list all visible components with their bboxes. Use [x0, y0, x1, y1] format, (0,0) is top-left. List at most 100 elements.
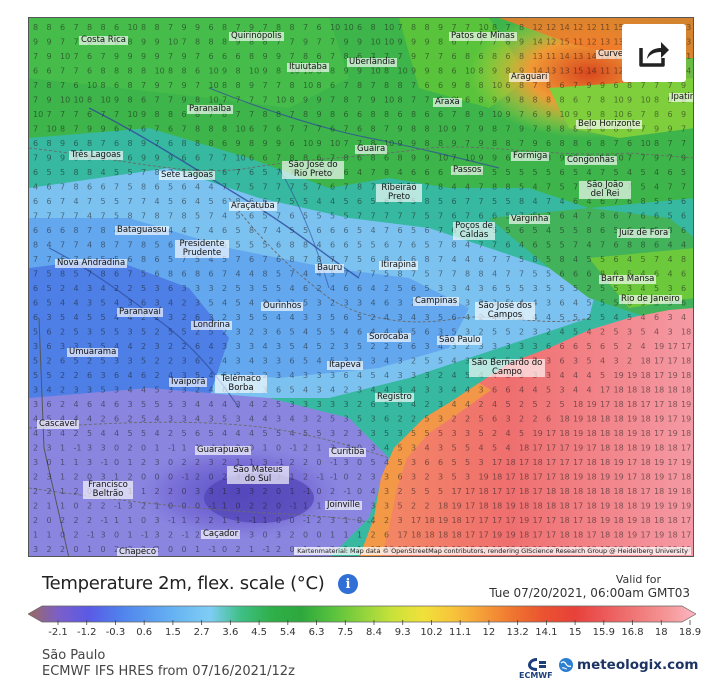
svg-text:6: 6 [290, 357, 295, 366]
svg-text:-1: -1 [290, 502, 298, 511]
info-icon[interactable]: i [338, 574, 358, 594]
svg-text:3: 3 [236, 487, 241, 496]
svg-text:5: 5 [101, 197, 106, 206]
svg-text:4: 4 [114, 313, 119, 322]
svg-text:6: 6 [614, 255, 619, 264]
svg-text:4: 4 [74, 299, 79, 308]
svg-text:5: 5 [47, 299, 52, 308]
svg-text:5: 5 [668, 197, 673, 206]
svg-text:19: 19 [654, 502, 664, 511]
svg-text:1: 1 [263, 516, 268, 525]
svg-text:2: 2 [155, 487, 160, 496]
svg-text:3: 3 [263, 328, 268, 337]
svg-text:6: 6 [209, 23, 214, 32]
map-title: Temperature 2m, flex. scale (°C) [42, 573, 325, 594]
svg-text:2: 2 [425, 473, 430, 482]
svg-text:4: 4 [209, 371, 214, 380]
svg-text:3: 3 [249, 487, 254, 496]
svg-text:8: 8 [195, 96, 200, 105]
svg-text:3: 3 [452, 284, 457, 293]
scale-tick-label: -2.1 [48, 627, 68, 638]
svg-text:7: 7 [74, 38, 79, 47]
city-label: Varginha [509, 214, 551, 224]
svg-text:5: 5 [101, 299, 106, 308]
svg-text:1: 1 [182, 516, 187, 525]
svg-text:3: 3 [546, 299, 551, 308]
svg-text:8: 8 [222, 38, 227, 47]
svg-text:17: 17 [587, 531, 597, 540]
svg-text:6: 6 [627, 139, 632, 148]
temperature-map[interactable]: 8 8 6 7 8 8 6 10 8 8 7 9 9 6 8 7 9 7 8 8 7 6 10 10 6 8 10 7 8 8 9 7 7 10 8… [28, 17, 694, 557]
svg-text:2: 2 [74, 371, 79, 380]
svg-text:7: 7 [276, 81, 281, 90]
city-label: Barra Mansa [599, 274, 657, 284]
svg-text:9: 9 [344, 67, 349, 76]
svg-text:18: 18 [587, 415, 597, 424]
svg-text:3: 3 [344, 342, 349, 351]
svg-text:2: 2 [587, 284, 592, 293]
svg-text:3: 3 [452, 429, 457, 438]
svg-text:6: 6 [492, 212, 497, 221]
svg-text:10: 10 [249, 67, 259, 76]
svg-text:3: 3 [371, 429, 376, 438]
svg-text:8: 8 [641, 241, 646, 250]
svg-text:5: 5 [47, 415, 52, 424]
svg-text:2: 2 [60, 545, 65, 554]
svg-text:2: 2 [141, 502, 146, 511]
svg-text:9: 9 [263, 67, 268, 76]
svg-text:10: 10 [101, 96, 111, 105]
svg-text:2: 2 [465, 342, 470, 351]
svg-text:3: 3 [87, 299, 92, 308]
svg-text:6: 6 [33, 313, 38, 322]
svg-text:18: 18 [600, 415, 610, 424]
svg-text:0: 0 [222, 545, 227, 554]
svg-text:6: 6 [560, 270, 565, 279]
svg-text:4: 4 [573, 255, 578, 264]
share-button[interactable] [622, 24, 686, 82]
svg-text:5: 5 [114, 197, 119, 206]
svg-text:7: 7 [546, 197, 551, 206]
svg-text:17: 17 [681, 516, 691, 525]
svg-text:7: 7 [141, 168, 146, 177]
svg-text:18: 18 [614, 487, 624, 496]
svg-text:1: 1 [60, 473, 65, 482]
svg-text:18: 18 [654, 386, 664, 395]
svg-text:8: 8 [236, 197, 241, 206]
city-label: Umuarama [67, 347, 119, 357]
svg-text:6: 6 [600, 226, 605, 235]
svg-text:-1: -1 [344, 487, 352, 496]
meteologix-brand[interactable]: meteologix.com [558, 657, 698, 673]
svg-text:7: 7 [114, 110, 119, 119]
svg-text:7: 7 [438, 241, 443, 250]
svg-text:5: 5 [384, 429, 389, 438]
svg-text:6: 6 [614, 270, 619, 279]
svg-text:9: 9 [47, 38, 52, 47]
svg-text:17: 17 [492, 458, 502, 467]
svg-text:8: 8 [560, 139, 565, 148]
svg-text:1: 1 [47, 502, 52, 511]
svg-text:9: 9 [425, 154, 430, 163]
svg-text:5: 5 [506, 197, 511, 206]
city-label: São Mateus do Sul [227, 466, 289, 484]
svg-text:5: 5 [47, 168, 52, 177]
svg-text:13: 13 [546, 67, 556, 76]
svg-text:10: 10 [614, 154, 624, 163]
svg-text:18: 18 [668, 444, 678, 453]
svg-text:18: 18 [519, 444, 529, 453]
svg-text:3: 3 [101, 444, 106, 453]
svg-text:4: 4 [587, 328, 592, 337]
svg-text:6: 6 [506, 52, 511, 61]
svg-text:6: 6 [87, 183, 92, 192]
svg-text:4: 4 [411, 313, 416, 322]
svg-text:2: 2 [317, 415, 322, 424]
svg-text:17: 17 [492, 516, 502, 525]
svg-text:1: 1 [222, 502, 227, 511]
city-label: Nova Andradina [55, 258, 128, 268]
svg-text:3: 3 [533, 284, 538, 293]
svg-text:4: 4 [425, 444, 430, 453]
svg-text:6: 6 [492, 284, 497, 293]
svg-text:7: 7 [155, 139, 160, 148]
svg-text:7: 7 [641, 125, 646, 134]
svg-text:3: 3 [128, 400, 133, 409]
svg-text:3: 3 [330, 516, 335, 525]
